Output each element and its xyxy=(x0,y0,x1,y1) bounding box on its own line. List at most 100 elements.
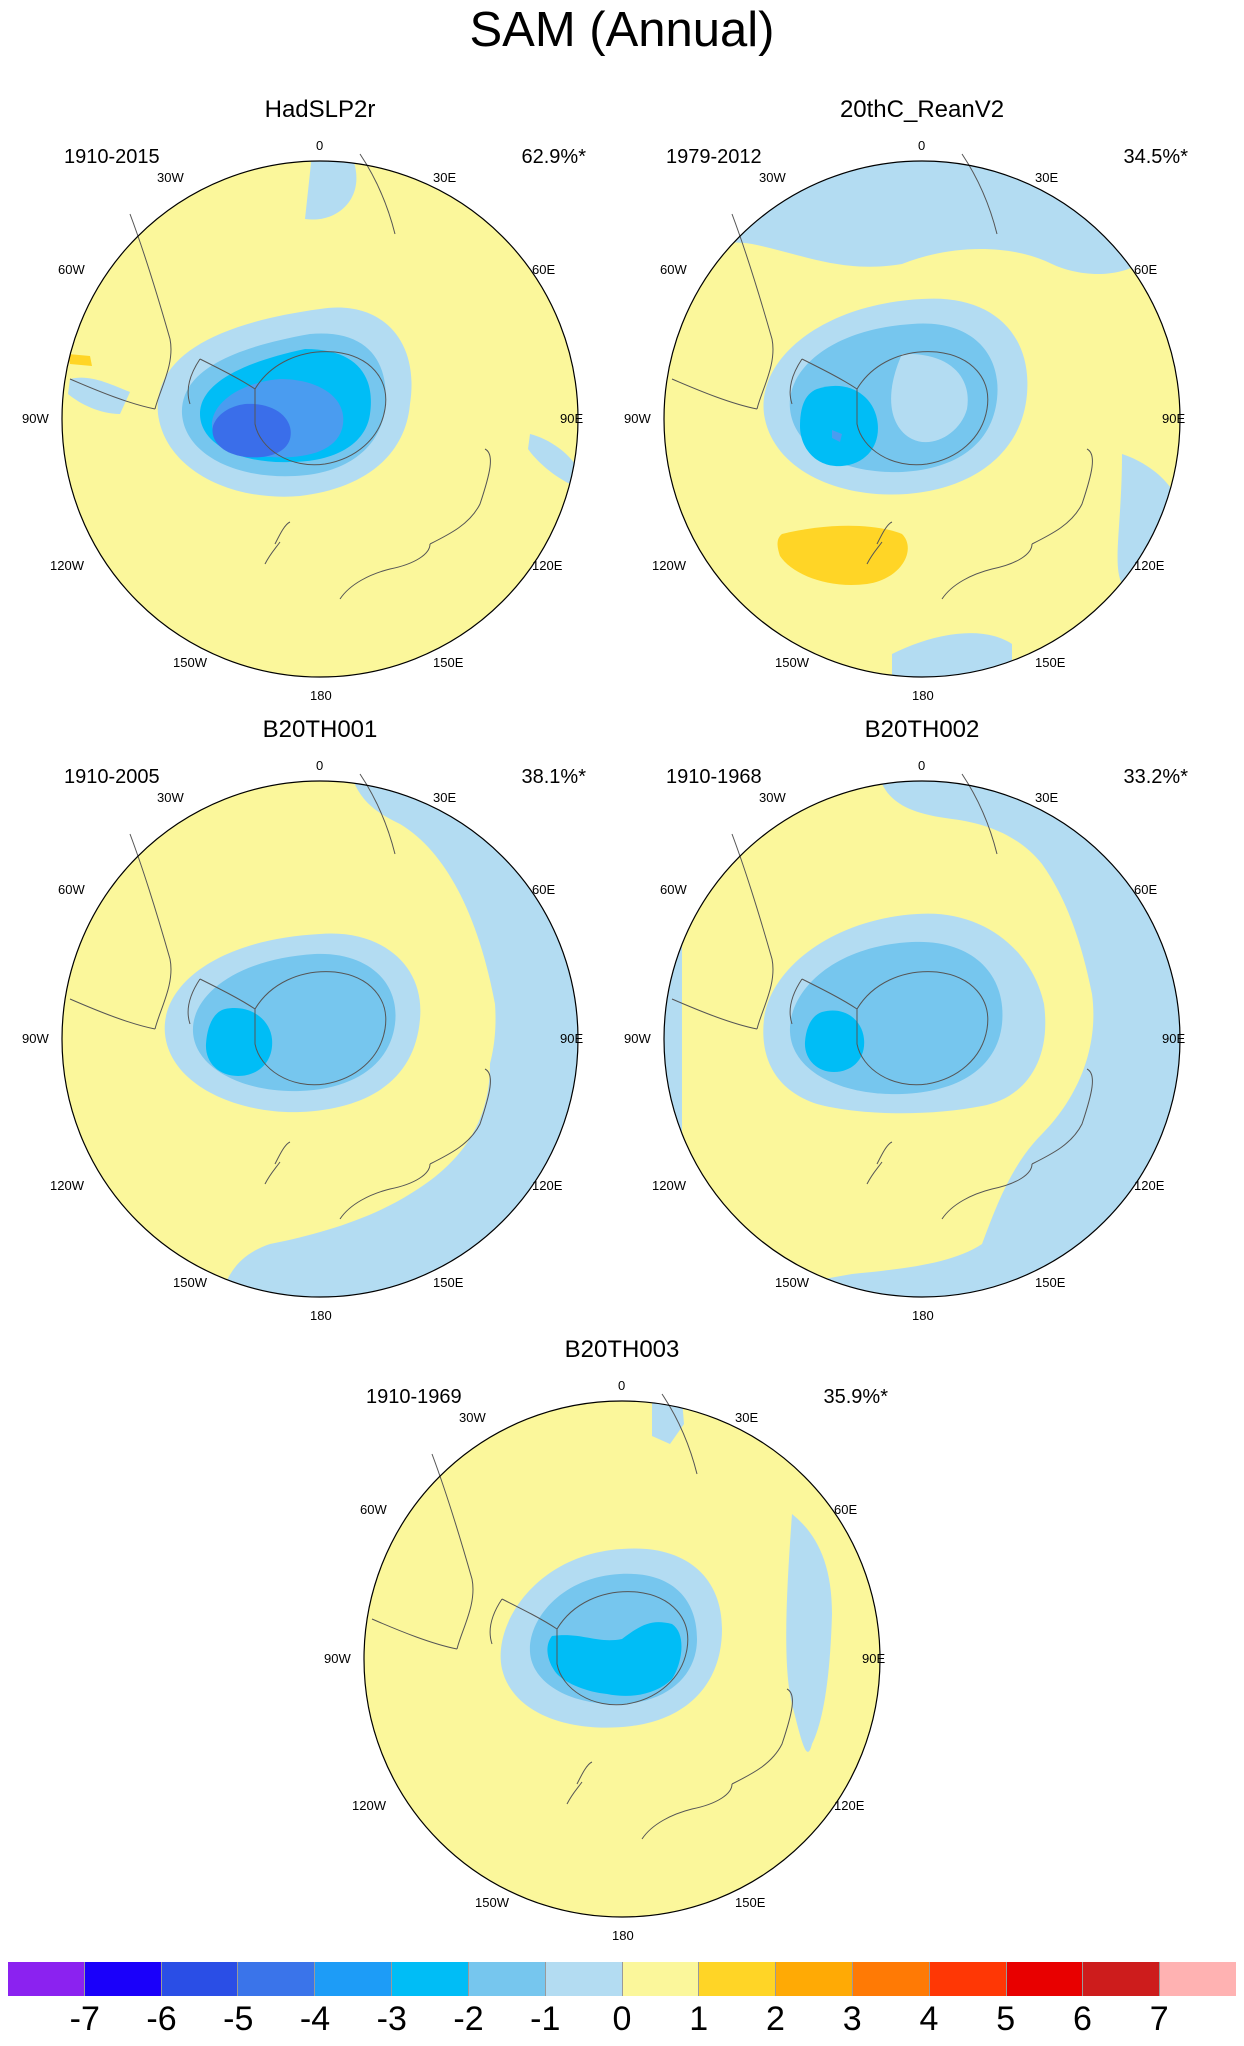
colorbar-tick-label: 0 xyxy=(612,2000,632,2038)
graticule-label: 120W xyxy=(352,1798,387,1813)
panel-hadslp2r: HadSLP2r 1910-2015 62.9%* 0 30E xyxy=(22,96,590,703)
graticule-label: 0 xyxy=(618,1378,625,1393)
colorbar-swatch xyxy=(1160,1962,1236,1996)
graticule-label: 90W xyxy=(22,411,49,426)
graticule-label: 180 xyxy=(912,1308,934,1323)
graticule-label: 30E xyxy=(433,170,456,185)
colorbar-ticks: -7 -6 -5 -4 -3 -2 -1 0 1 2 3 4 5 6 7 xyxy=(8,2000,1236,2044)
period-label: 1910-2005 xyxy=(64,766,160,788)
graticule-label: 60W xyxy=(660,882,687,897)
graticule-label: 90E xyxy=(560,1031,583,1046)
colorbar-tick-label: 1 xyxy=(689,2000,709,2038)
panel-b20th002: B20TH002 1910-1968 33.2%* 0 30E 60E 90E … xyxy=(624,716,1192,1323)
graticule-label: 120E xyxy=(532,558,563,573)
graticule-label: 60W xyxy=(660,262,687,277)
graticule-label: 90E xyxy=(1162,411,1185,426)
graticule-label: 30W xyxy=(759,170,786,185)
colorbar-swatch xyxy=(392,1962,469,1996)
colorbar-swatch xyxy=(699,1962,777,1996)
colorbar-tick-label: 7 xyxy=(1149,2000,1169,2038)
graticule-label: 120E xyxy=(834,1798,865,1813)
colorbar-tick-label: 6 xyxy=(1073,2000,1092,2038)
graticule-label: 30W xyxy=(759,790,786,805)
graticule-label: 0 xyxy=(918,138,925,153)
colorbar xyxy=(8,1962,1236,1996)
period-label: 1910-1969 xyxy=(366,1386,462,1408)
graticule-label: 120W xyxy=(50,558,85,573)
graticule-label: 30W xyxy=(459,1410,486,1425)
panel-title: 20thC_ReanV2 xyxy=(839,96,1005,123)
graticule-label: 60E xyxy=(532,262,555,277)
graticule-label: 120E xyxy=(1134,558,1165,573)
graticule-label: 180 xyxy=(912,688,934,703)
polar-map: 0 30E 60E 90E 120E 150E 180 150W 120W 90… xyxy=(22,138,583,703)
graticule-label: 60E xyxy=(834,1502,857,1517)
panel-20thc-reanv2: 20thC_ReanV2 1979-2012 34.5%* 0 xyxy=(624,96,1192,703)
colorbar-tick-label: 4 xyxy=(919,2000,939,2038)
graticule-label: 90W xyxy=(324,1651,351,1666)
graticule-label: 30W xyxy=(157,790,184,805)
contour-yellow xyxy=(68,354,92,366)
colorbar-tick-label: -2 xyxy=(453,2000,484,2038)
graticule-label: 150E xyxy=(1035,655,1066,670)
graticule-label: 90W xyxy=(624,411,651,426)
colorbar-tick-label: -1 xyxy=(530,2000,561,2038)
graticule-label: 60W xyxy=(360,1502,387,1517)
colorbar-swatch xyxy=(622,1962,700,1996)
graticule-label: 30E xyxy=(735,1410,758,1425)
period-label: 1910-1968 xyxy=(666,766,762,788)
variance-label: 33.2%* xyxy=(1123,766,1189,788)
graticule-label: 150W xyxy=(173,655,208,670)
contour-blue-2 xyxy=(804,1010,865,1072)
colorbar-tick-label: -4 xyxy=(299,2000,331,2038)
contour-light-blue xyxy=(68,377,130,414)
graticule-label: 180 xyxy=(612,1928,634,1943)
panel-title: B20TH002 xyxy=(864,716,980,743)
panel-title: HadSLP2r xyxy=(264,96,376,123)
colorbar-tick-label: 5 xyxy=(996,2000,1016,2038)
colorbar-swatch xyxy=(852,1962,930,1996)
graticule-label: 180 xyxy=(310,688,332,703)
graticule-label: 180 xyxy=(310,1308,332,1323)
graticule-label: 60E xyxy=(1134,882,1157,897)
graticule-label: 0 xyxy=(316,758,323,773)
contour-light-blue xyxy=(200,781,578,1297)
polar-map: 0 30E 60E 90E 120E 150E 180 150W 120W 90… xyxy=(624,758,1185,1323)
colorbar-swatch xyxy=(315,1962,393,1996)
graticule-label: 150W xyxy=(775,655,810,670)
graticule-label: 120W xyxy=(652,1178,687,1193)
panel-b20th003: B20TH003 1910-1969 35.9%* 0 30E 60E 90E … xyxy=(324,1336,892,1943)
period-label: 1910-2015 xyxy=(64,146,160,168)
colorbar-swatch xyxy=(1006,1962,1084,1996)
polar-map: 0 30E 60E 90E 120E 150E 180 150W 120W 90… xyxy=(624,138,1185,703)
graticule-label: 90E xyxy=(1162,1031,1185,1046)
graticule-label: 90W xyxy=(624,1031,651,1046)
panel-title: B20TH003 xyxy=(564,1336,680,1363)
contour-light-blue xyxy=(1117,454,1180,584)
graticule-label: 90E xyxy=(560,411,583,426)
graticule-label: 150E xyxy=(433,1275,464,1290)
colorbar-tick-label: -5 xyxy=(223,2000,254,2038)
variance-label: 34.5%* xyxy=(1123,146,1189,168)
graticule-label: 150E xyxy=(1035,1275,1066,1290)
colorbar-swatch xyxy=(929,1962,1007,1996)
graticule-label: 90W xyxy=(22,1031,49,1046)
graticule-label: 30E xyxy=(433,790,456,805)
colorbar-swatch xyxy=(1083,1962,1161,1996)
contour-blue-4 xyxy=(212,403,291,458)
graticule-label: 0 xyxy=(918,758,925,773)
graticule-label: 120W xyxy=(50,1178,85,1193)
graticule-label: 150W xyxy=(475,1895,510,1910)
graticule-label: 150W xyxy=(173,1275,208,1290)
colorbar-swatch xyxy=(161,1962,239,1996)
polar-map: 0 30E 60E 90E 120E 150E 180 150W 120W 90… xyxy=(22,758,583,1323)
colorbar-tick-label: -3 xyxy=(376,2000,407,2038)
graticule-label: 120E xyxy=(532,1178,563,1193)
contour-yellow xyxy=(777,525,908,585)
graticule-label: 120W xyxy=(652,558,687,573)
contour-light-blue xyxy=(305,161,357,220)
variance-label: 35.9%* xyxy=(823,1386,889,1408)
graticule-label: 150E xyxy=(735,1895,766,1910)
colorbar-swatch xyxy=(468,1962,546,1996)
graticule-label: 60E xyxy=(1134,262,1157,277)
